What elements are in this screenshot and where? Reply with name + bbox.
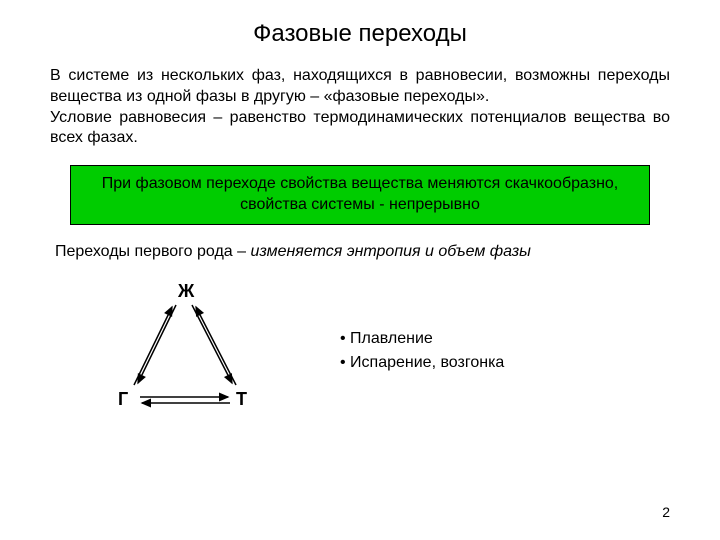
bullet-item: Испарение, возгонка	[340, 351, 504, 375]
para2-text: Условие равновесия – равенство термодина…	[50, 109, 670, 147]
diagram-row: Ж Г Т Плавление Испарение, возгонка	[50, 281, 670, 421]
highlight-box: При фазовом переходе свойства вещества м…	[70, 165, 650, 225]
node-right: Т	[236, 389, 247, 410]
bullet-item: Плавление	[340, 327, 504, 351]
para1-text: В системе из нескольких фаз, находящихся…	[50, 67, 670, 105]
page-number: 2	[662, 504, 670, 520]
bullet-list: Плавление Испарение, возгонка	[340, 327, 504, 375]
triangle-svg	[80, 281, 280, 421]
page-title: Фазовые переходы	[50, 20, 670, 48]
subparagraph: Переходы первого рода – изменяется энтро…	[50, 243, 670, 261]
node-left: Г	[118, 389, 128, 410]
triangle-diagram: Ж Г Т	[80, 281, 280, 421]
subpara-plain: Переходы первого рода –	[55, 243, 250, 260]
subpara-italic: изменяется энтропия и объем фазы	[250, 243, 530, 260]
node-top: Ж	[178, 281, 194, 302]
paragraph-1: В системе из нескольких фаз, находящихся…	[50, 66, 670, 149]
